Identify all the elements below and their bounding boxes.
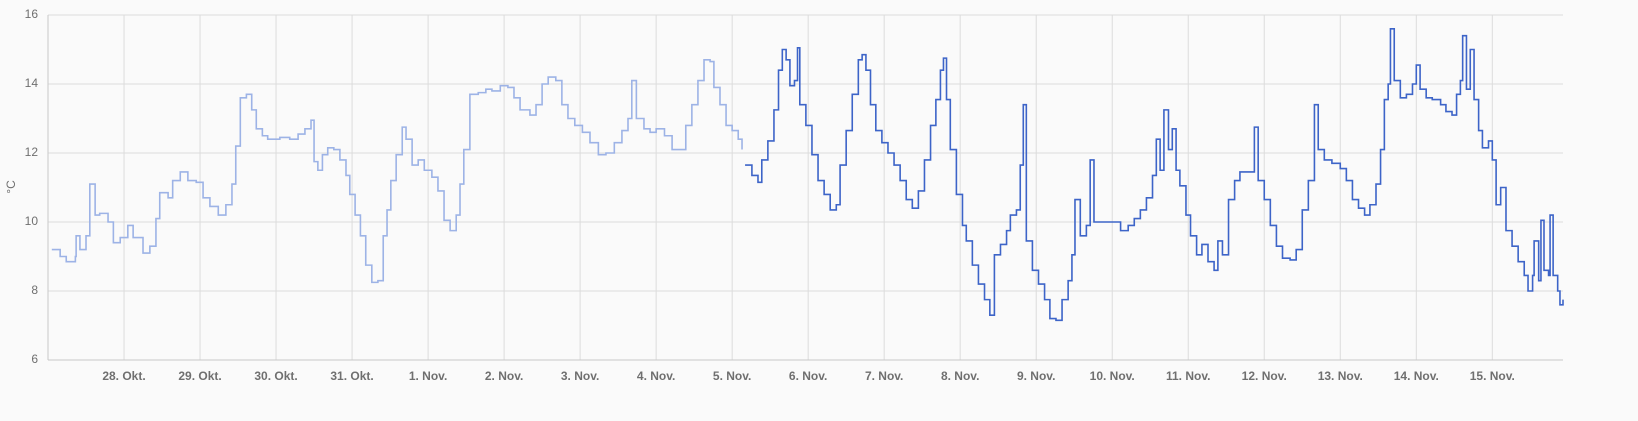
x-tick-label: 12. Nov. (1242, 369, 1287, 383)
x-tick-label: 7. Nov. (865, 369, 903, 383)
x-tick-label: 2. Nov. (485, 369, 523, 383)
x-tick-label: 6. Nov. (789, 369, 827, 383)
x-tick-label: 30. Okt. (254, 369, 297, 383)
x-tick-label: 29. Okt. (178, 369, 221, 383)
y-tick-label: 6 (31, 352, 38, 366)
x-tick-label: 13. Nov. (1318, 369, 1363, 383)
temperature-line (745, 28, 1564, 322)
x-tick-label: 11. Nov. (1166, 369, 1210, 383)
y-tick-label: 8 (31, 283, 38, 297)
x-tick-label: 9. Nov. (1017, 369, 1055, 383)
x-tick-label: 5. Nov. (713, 369, 751, 383)
x-tick-label: 10. Nov. (1090, 369, 1135, 383)
y-tick-label: 14 (25, 76, 39, 90)
y-tick-label: 16 (25, 7, 39, 21)
y-tick-label: 10 (25, 214, 39, 228)
x-tick-label: 15. Nov. (1470, 369, 1515, 383)
x-tick-label: 4. Nov. (637, 369, 675, 383)
x-tick-label: 3. Nov. (561, 369, 599, 383)
y-tick-label: 12 (25, 145, 39, 159)
x-tick-label: 31. Okt. (330, 369, 373, 383)
y-axis-label: °C (4, 180, 18, 194)
x-tick-label: 14. Nov. (1394, 369, 1439, 383)
x-tick-label: 8. Nov. (941, 369, 979, 383)
x-tick-label: 1. Nov. (409, 369, 447, 383)
temperature-line (51, 59, 743, 284)
x-tick-label: 28. Okt. (102, 369, 145, 383)
